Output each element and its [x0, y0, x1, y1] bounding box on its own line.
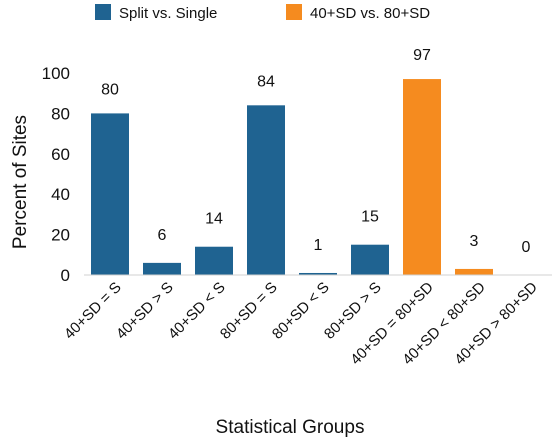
bar [351, 244, 389, 275]
bar [91, 113, 129, 276]
data-label: 80 [101, 81, 119, 98]
bar [299, 272, 337, 275]
legend: Split vs. Single 40+SD vs. 80+SD [95, 4, 430, 22]
data-label: 14 [205, 211, 223, 228]
x-axis: 40+SD = S40+SD > S40+SD < S80+SD = S80+S… [61, 274, 552, 368]
y-tick-label: 60 [51, 145, 70, 164]
data-labels: 80 6 14 84 1 15 97 3 0 [101, 47, 530, 256]
data-label: 1 [314, 237, 323, 254]
y-axis: 0 20 40 60 80 100 [42, 64, 70, 285]
bar [195, 246, 233, 275]
bar [247, 105, 285, 275]
data-label: 6 [158, 227, 167, 244]
bar [143, 262, 181, 275]
data-label: 0 [522, 239, 531, 256]
y-tick-label: 80 [51, 104, 70, 123]
x-axis-title: Statistical Groups [216, 417, 365, 438]
legend-label: 40+SD vs. 80+SD [310, 5, 430, 22]
data-label: 84 [257, 73, 275, 90]
data-label: 3 [470, 233, 479, 250]
data-label: 97 [413, 47, 431, 64]
data-label: 15 [361, 209, 379, 226]
legend-swatch [286, 4, 302, 20]
y-tick-label: 20 [51, 226, 70, 245]
legend-swatch [95, 4, 111, 20]
y-tick-label: 40 [51, 185, 70, 204]
y-axis-title: Percent of Sites [10, 115, 31, 249]
bar [455, 268, 493, 275]
legend-label: Split vs. Single [119, 5, 217, 22]
bar [403, 79, 441, 275]
bars [91, 79, 493, 276]
y-tick-label: 100 [42, 64, 70, 83]
y-tick-label: 0 [61, 266, 70, 285]
